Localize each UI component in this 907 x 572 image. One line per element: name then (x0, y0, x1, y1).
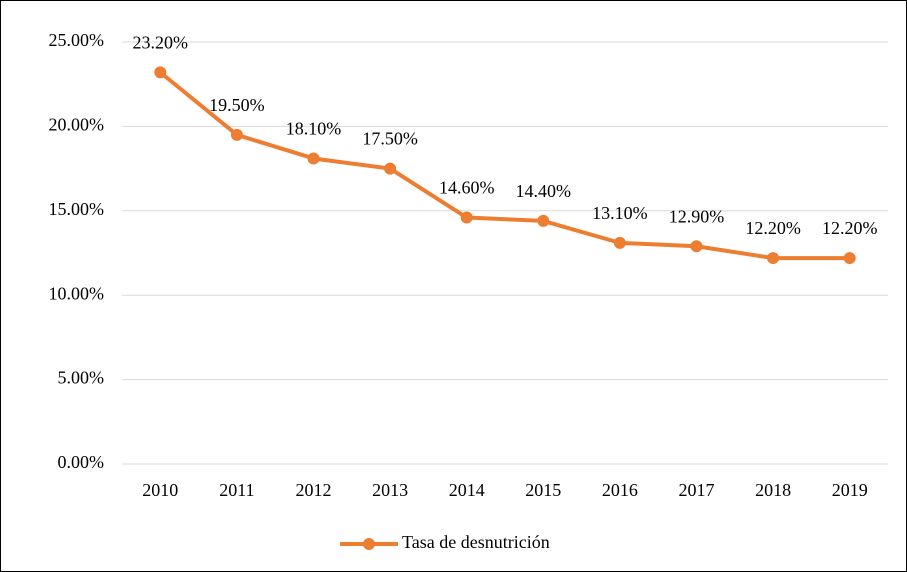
y-tick-label: 15.00% (49, 199, 105, 219)
x-tick-label: 2018 (755, 480, 791, 500)
y-tick-label: 20.00% (49, 115, 105, 135)
data-label: 23.20% (133, 33, 189, 53)
data-point (384, 162, 397, 175)
data-point (613, 236, 626, 249)
data-label: 18.10% (286, 119, 342, 139)
x-tick-label: 2013 (372, 480, 408, 500)
y-tick-label: 25.00% (49, 30, 105, 50)
data-point (307, 152, 320, 165)
x-tick-label: 2014 (449, 480, 485, 500)
x-tick-label: 2016 (602, 480, 638, 500)
data-label: 12.90% (669, 206, 725, 226)
y-tick-label: 10.00% (49, 283, 105, 303)
y-tick-label: 5.00% (58, 368, 105, 388)
x-tick-label: 2012 (296, 480, 332, 500)
data-point (767, 252, 780, 265)
legend-label: Tasa de desnutrición (402, 532, 550, 552)
x-tick-label: 2017 (679, 480, 715, 500)
data-label: 12.20% (745, 218, 801, 238)
data-point (230, 128, 243, 141)
x-tick-label: 2010 (142, 480, 178, 500)
data-label: 13.10% (592, 203, 648, 223)
data-label: 12.20% (822, 218, 878, 238)
data-label: 14.60% (439, 178, 495, 198)
x-tick-label: 2019 (832, 480, 868, 500)
data-label: 14.40% (516, 181, 572, 201)
data-point (843, 252, 856, 265)
data-line (159, 70, 850, 261)
data-label: 19.50% (209, 95, 265, 115)
data-point (460, 211, 473, 224)
data-point (154, 66, 167, 79)
data-label: 17.50% (362, 129, 418, 149)
y-tick-label: 0.00% (58, 452, 105, 472)
data-point (537, 214, 550, 227)
legend-marker (363, 538, 375, 550)
x-tick-label: 2011 (219, 480, 254, 500)
x-tick-label: 2015 (525, 480, 561, 500)
data-point (690, 240, 703, 253)
